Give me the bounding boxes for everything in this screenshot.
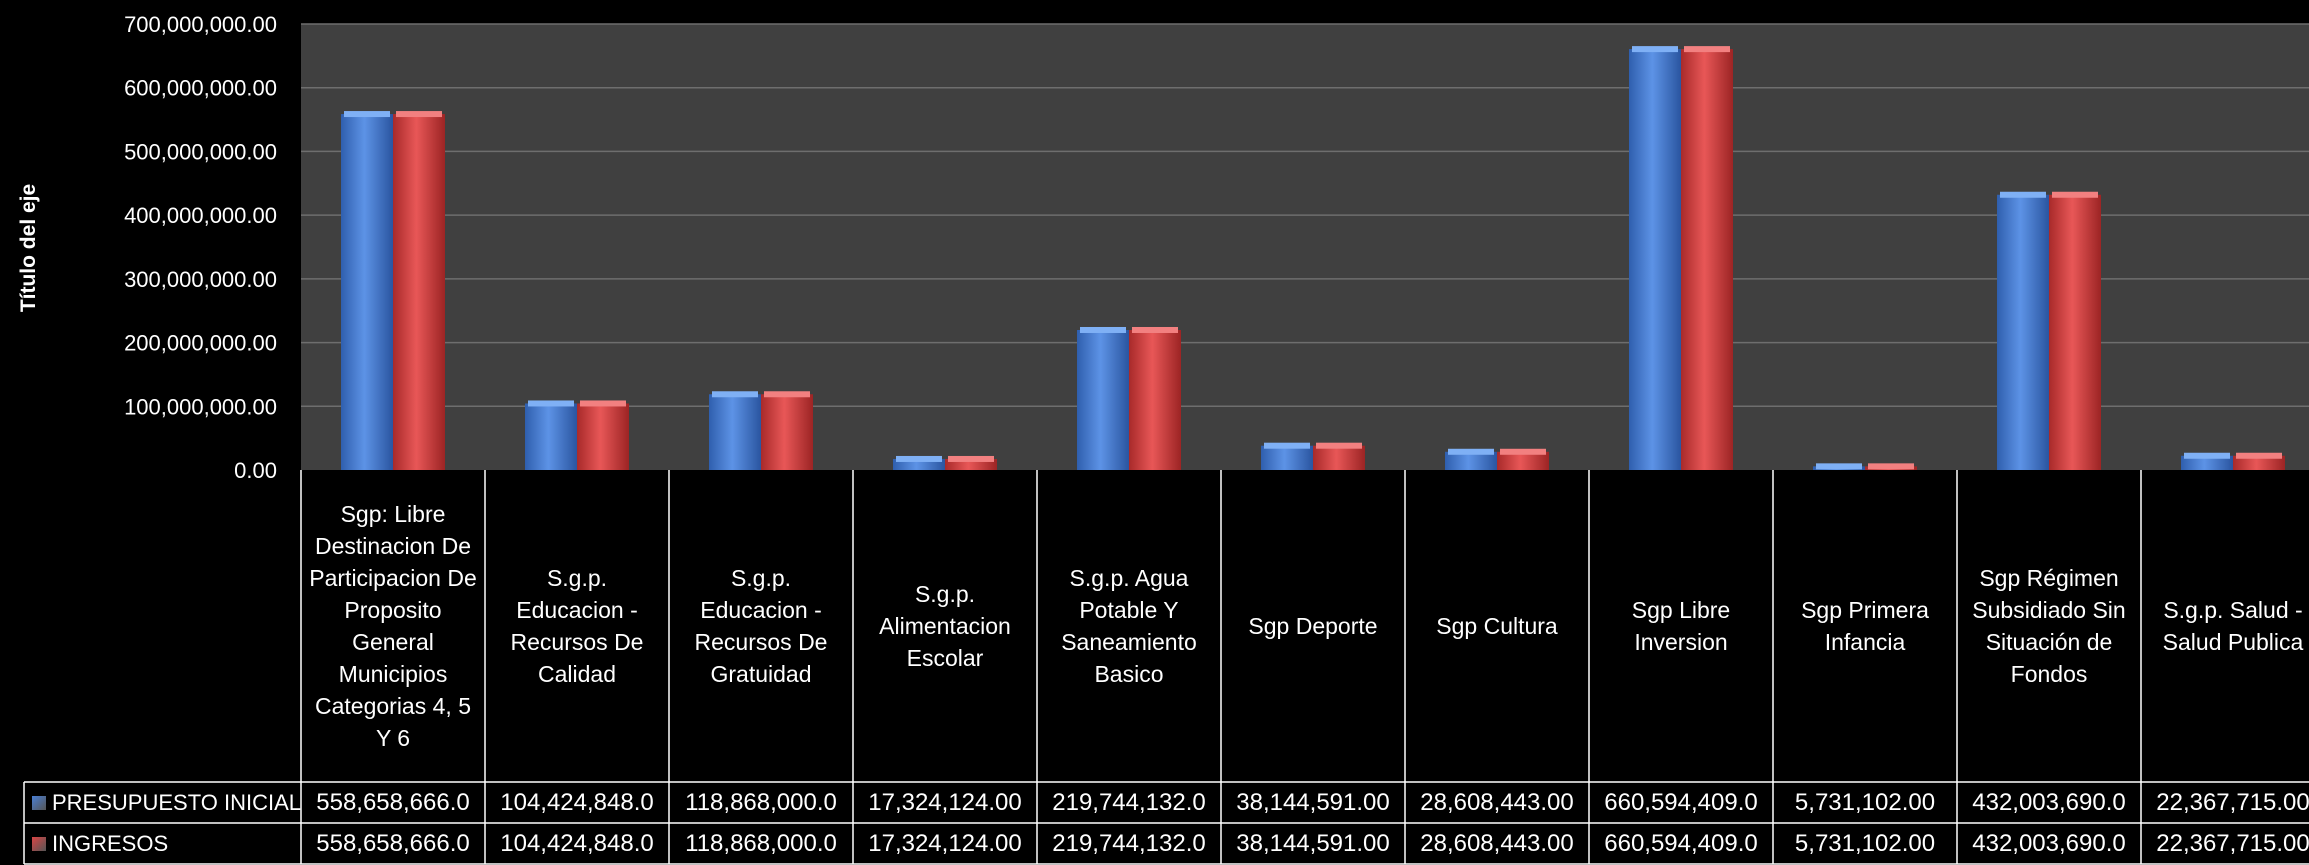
bar-presupuesto (525, 403, 577, 470)
plot-area (301, 24, 2309, 470)
bar-top-cap (1684, 46, 1730, 53)
bar-top-cap (344, 111, 390, 118)
y-tick-label: 600,000,000.00 (124, 76, 277, 101)
data-table-cell: 558,658,666.0 (316, 829, 470, 857)
bar-top-cap (1080, 326, 1126, 333)
bar-top-cap (2184, 452, 2230, 459)
bar-ingresos (945, 458, 997, 470)
bar-top-cap (1448, 448, 1494, 455)
data-table-cell: 28,608,443.00 (1420, 788, 1574, 816)
data-table-cell: 118,868,000.0 (685, 829, 837, 857)
bar-top-cap (2052, 191, 2098, 198)
bar-top-cap (580, 400, 626, 407)
bar-top-cap (528, 400, 574, 407)
data-table-cell: 219,744,132.0 (1052, 788, 1206, 816)
legend-entry: INGRESOS (24, 823, 301, 864)
data-table-cell: 432,003,690.0 (1972, 788, 2126, 816)
data-table-cell: 22,367,715.00 (2156, 829, 2309, 857)
x-category-label: S.g.p. Educacion - Recursos De Gratuidad (694, 565, 828, 687)
bar-top-cap (764, 391, 810, 398)
x-category-label: S.g.p. Alimentacion Escolar (879, 581, 1011, 671)
y-tick-label: 500,000,000.00 (124, 139, 277, 164)
bar-presupuesto (1077, 329, 1129, 470)
gridlines (301, 23, 2309, 408)
data-table-cell: 219,744,132.0 (1052, 829, 1206, 857)
data-table-cell: 38,144,591.00 (1236, 829, 1390, 857)
x-category-label: S.g.p. Salud - Salud Publica (2162, 597, 2304, 655)
x-category-label: Sgp Deporte (1248, 613, 1378, 639)
bar-presupuesto (893, 458, 945, 470)
x-category-label: Sgp Régimen Subsidiado Sin Situación de … (1972, 565, 2126, 687)
x-category-label: Sgp Primera Infancia (1801, 597, 1929, 655)
legend-label: INGRESOS (52, 830, 169, 856)
y-tick-label: 300,000,000.00 (124, 267, 277, 292)
x-category-label: S.g.p. Educacion - Recursos De Calidad (510, 565, 644, 687)
bar-ingresos (393, 114, 445, 470)
bar-presupuesto (1629, 49, 1681, 470)
bar-presupuesto (709, 394, 761, 470)
y-tick-label: 700,000,000.00 (124, 12, 277, 37)
y-axis-title: Título del eje (17, 184, 40, 312)
bar-ingresos (1313, 445, 1365, 470)
bar-top-cap (1500, 448, 1546, 455)
bar-presupuesto (1261, 445, 1313, 470)
data-table-cell: 17,324,124.00 (868, 829, 1022, 857)
bar-top-cap (948, 455, 994, 462)
bar-presupuesto (1445, 451, 1497, 470)
bar-top-cap (712, 391, 758, 398)
x-category-label: Sgp Libre Inversion (1631, 597, 1731, 655)
legend-swatch (32, 836, 46, 851)
data-table-lines (23, 470, 2309, 865)
bar-ingresos (1497, 451, 1549, 470)
bar-ingresos (2049, 194, 2101, 470)
bar-ingresos (1129, 329, 1181, 470)
bar-ingresos (761, 394, 813, 470)
bar-top-cap (1132, 326, 1178, 333)
x-category-label: Sgp: Libre Destinacion De Participacion … (309, 501, 477, 751)
data-table-cell: 660,594,409.0 (1604, 829, 1758, 857)
bar-top-cap (1632, 46, 1678, 53)
bar-top-cap (396, 111, 442, 118)
y-tick-label: 200,000,000.00 (124, 331, 277, 356)
x-category-label: S.g.p. Agua Potable Y Saneamiento Basico (1061, 565, 1197, 687)
data-table-cell: 432,003,690.0 (1972, 829, 2126, 857)
data-table-cell: 22,367,715.00 (2156, 788, 2309, 816)
data-table-cell: 5,731,102.00 (1794, 829, 1936, 857)
bar-top-cap (2236, 452, 2282, 459)
y-tick-label: 400,000,000.00 (124, 203, 277, 228)
bar-top-cap (1264, 442, 1310, 449)
y-axis-ticks: 0.00 100,000,000.00 200,000,000.00 300,000,… (124, 12, 277, 483)
bar-top-cap (1816, 463, 1862, 470)
bar-ingresos (2233, 455, 2285, 470)
data-table-cell: 104,424,848.0 (500, 788, 654, 816)
bar-presupuesto (2181, 455, 2233, 470)
data-table-cell: 558,658,666.0 (316, 788, 470, 816)
data-table-cell: 38,144,591.00 (1236, 788, 1390, 816)
bar-presupuesto (1997, 194, 2049, 470)
bar-top-cap (2000, 191, 2046, 198)
data-table-cell: 660,594,409.0 (1604, 788, 1758, 816)
data-table-cell: 104,424,848.0 (500, 829, 654, 857)
bar-top-cap (1868, 463, 1914, 470)
data-table-cell: 17,324,124.00 (868, 788, 1022, 816)
data-table-cell: 28,608,443.00 (1420, 829, 1574, 857)
y-tick-label: 0.00 (234, 458, 277, 483)
bar-ingresos (1681, 49, 1733, 470)
legend-entry: PRESUPUESTO INICIAL (24, 782, 301, 823)
legend-label: PRESUPUESTO INICIAL (52, 789, 301, 815)
bar-ingresos (577, 403, 629, 470)
bar-top-cap (896, 455, 942, 462)
x-category-label: Sgp Cultura (1436, 613, 1558, 639)
bar-presupuesto (341, 114, 393, 470)
bars (341, 46, 2285, 470)
data-table-cell: 118,868,000.0 (685, 788, 837, 816)
legend-swatch (32, 795, 46, 810)
data-table-cell: 5,731,102.00 (1794, 788, 1936, 816)
bar-top-cap (1316, 442, 1362, 449)
y-tick-label: 100,000,000.00 (124, 394, 277, 419)
